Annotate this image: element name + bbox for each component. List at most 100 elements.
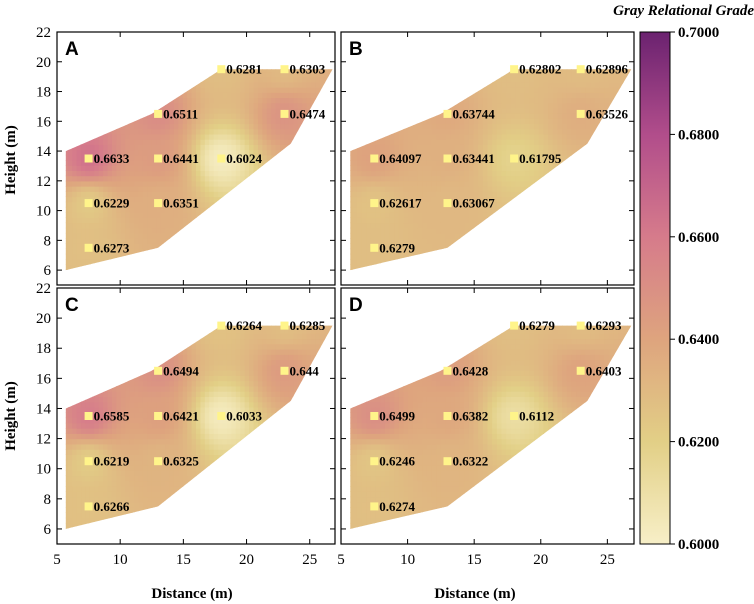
measurement-label: 0.6246 xyxy=(379,454,415,469)
measurement-marker xyxy=(576,366,585,375)
colorbar-tick-label: 0.6200 xyxy=(678,435,719,451)
panel-frame xyxy=(340,31,635,286)
y-tick-label: 12 xyxy=(36,432,51,448)
measurement-marker xyxy=(443,154,452,163)
x-axis-title-left: Distance (m) xyxy=(151,586,232,602)
colorbar-tick-label: 0.6800 xyxy=(678,127,719,143)
y-tick-label: 14 xyxy=(36,401,52,417)
measurement-label: 0.6322 xyxy=(453,454,489,469)
colorbar-gradient xyxy=(639,31,671,545)
measurement-label: 0.6585 xyxy=(94,409,130,424)
y-tick-label: 8 xyxy=(44,492,52,508)
measurement-marker xyxy=(280,366,289,375)
measurement-marker xyxy=(154,199,163,208)
measurement-marker xyxy=(84,243,93,252)
measurement-marker xyxy=(370,243,379,252)
measurement-marker xyxy=(84,199,93,208)
y-tick-label: 10 xyxy=(36,462,51,478)
measurement-label: 0.6474 xyxy=(290,106,326,121)
measurement-label: 0.62617 xyxy=(379,196,422,211)
y-tick-label: 14 xyxy=(36,144,52,160)
y-tick-label: 22 xyxy=(36,281,51,297)
y-tick-label: 12 xyxy=(36,174,51,190)
y-axis-title-top: Height (m) xyxy=(3,125,19,195)
y-tick-label: 18 xyxy=(36,341,51,357)
measurement-label: 0.6403 xyxy=(586,363,622,378)
measurement-marker xyxy=(443,457,452,466)
measurement-marker xyxy=(154,457,163,466)
measurement-marker xyxy=(443,109,452,118)
measurement-label: 0.6219 xyxy=(94,454,130,469)
panel-frame xyxy=(340,287,635,545)
measurement-label: 0.6428 xyxy=(453,363,489,378)
measurement-label: 0.6024 xyxy=(226,151,262,166)
y-tick-label: 18 xyxy=(36,85,51,101)
measurement-label: 0.6279 xyxy=(519,318,555,333)
measurement-marker xyxy=(280,321,289,330)
measurement-marker xyxy=(370,199,379,208)
y-tick-label: 10 xyxy=(36,204,51,220)
measurement-marker xyxy=(84,412,93,420)
y-tick-label: 6 xyxy=(44,263,52,279)
x-tick-label: 10 xyxy=(113,552,128,568)
measurement-label: 0.6264 xyxy=(226,318,262,333)
measurement-marker xyxy=(370,412,379,420)
measurement-marker xyxy=(217,412,226,420)
measurement-label: 0.6281 xyxy=(226,62,262,77)
measurement-label: 0.63526 xyxy=(586,106,629,121)
measurement-marker xyxy=(217,321,226,330)
measurement-label: 0.6229 xyxy=(94,196,130,211)
panel-c: 5 10 15 20 25 6 8 10 12 14 16 18 20 22 C 0.6264 0.6285 0.… xyxy=(36,281,336,568)
measurement-label: 0.6266 xyxy=(94,499,130,514)
x-tick-label: 25 xyxy=(302,552,317,568)
measurement-marker xyxy=(576,321,585,330)
panel-letter: B xyxy=(349,39,363,60)
panels: 6 8 10 12 14 16 18 20 22 A 0.6281 0.6303 0.6511 0.647… xyxy=(36,25,635,568)
measurement-marker xyxy=(84,457,93,466)
measurement-marker xyxy=(84,502,93,511)
measurement-marker xyxy=(510,154,519,163)
x-tick-label: 20 xyxy=(239,552,254,568)
colorbar-tick-label: 0.6600 xyxy=(678,230,719,246)
measurement-marker xyxy=(217,154,226,163)
measurement-label: 0.6033 xyxy=(226,409,262,424)
measurement-marker xyxy=(154,154,163,163)
measurement-label: 0.6279 xyxy=(379,240,415,255)
y-tick-label: 8 xyxy=(44,233,52,249)
measurement-marker xyxy=(576,65,585,74)
measurement-marker xyxy=(510,65,519,74)
measurement-label: 0.63744 xyxy=(453,106,496,121)
colorbar-ticks: 0.6000 0.6200 0.6400 0.6600 0.6800 0.7000 xyxy=(670,25,719,553)
measurement-label: 0.6303 xyxy=(290,62,326,77)
x-tick-label: 5 xyxy=(337,552,345,568)
measurement-marker xyxy=(154,412,163,420)
colorbar-tick-label: 0.7000 xyxy=(678,25,719,41)
y-axis-title-bottom: Height (m) xyxy=(3,381,19,451)
measurement-label: 0.6293 xyxy=(586,318,622,333)
y-tick-label: 6 xyxy=(44,522,52,538)
measurement-marker xyxy=(154,109,163,118)
measurement-marker xyxy=(217,65,226,74)
measurement-marker xyxy=(443,412,452,420)
panel-letter: C xyxy=(65,295,79,316)
measurement-marker xyxy=(370,502,379,511)
measurement-marker xyxy=(84,154,93,163)
measurement-label: 0.62802 xyxy=(519,62,561,77)
measurement-label: 0.6494 xyxy=(163,363,199,378)
panel-d: 5 10 15 20 25 D 0.6279 0.6293 0.6428 0.6403 0.6499… xyxy=(337,287,635,568)
measurement-label: 0.6325 xyxy=(163,454,199,469)
panel-frame xyxy=(56,31,336,286)
measurement-label: 0.6112 xyxy=(519,409,554,424)
y-tick-label: 16 xyxy=(36,371,52,387)
x-axis-title-right: Distance (m) xyxy=(434,586,515,602)
measurement-marker xyxy=(280,109,289,118)
colorbar-tick-label: 0.6000 xyxy=(678,537,719,553)
measurement-marker xyxy=(443,366,452,375)
y-tick-label: 16 xyxy=(36,114,52,130)
measurement-label: 0.6633 xyxy=(94,151,130,166)
y-tick-label: 20 xyxy=(36,55,51,71)
measurement-label: 0.62896 xyxy=(586,62,629,77)
y-tick-label: 22 xyxy=(36,25,51,41)
x-tick-label: 15 xyxy=(467,552,482,568)
